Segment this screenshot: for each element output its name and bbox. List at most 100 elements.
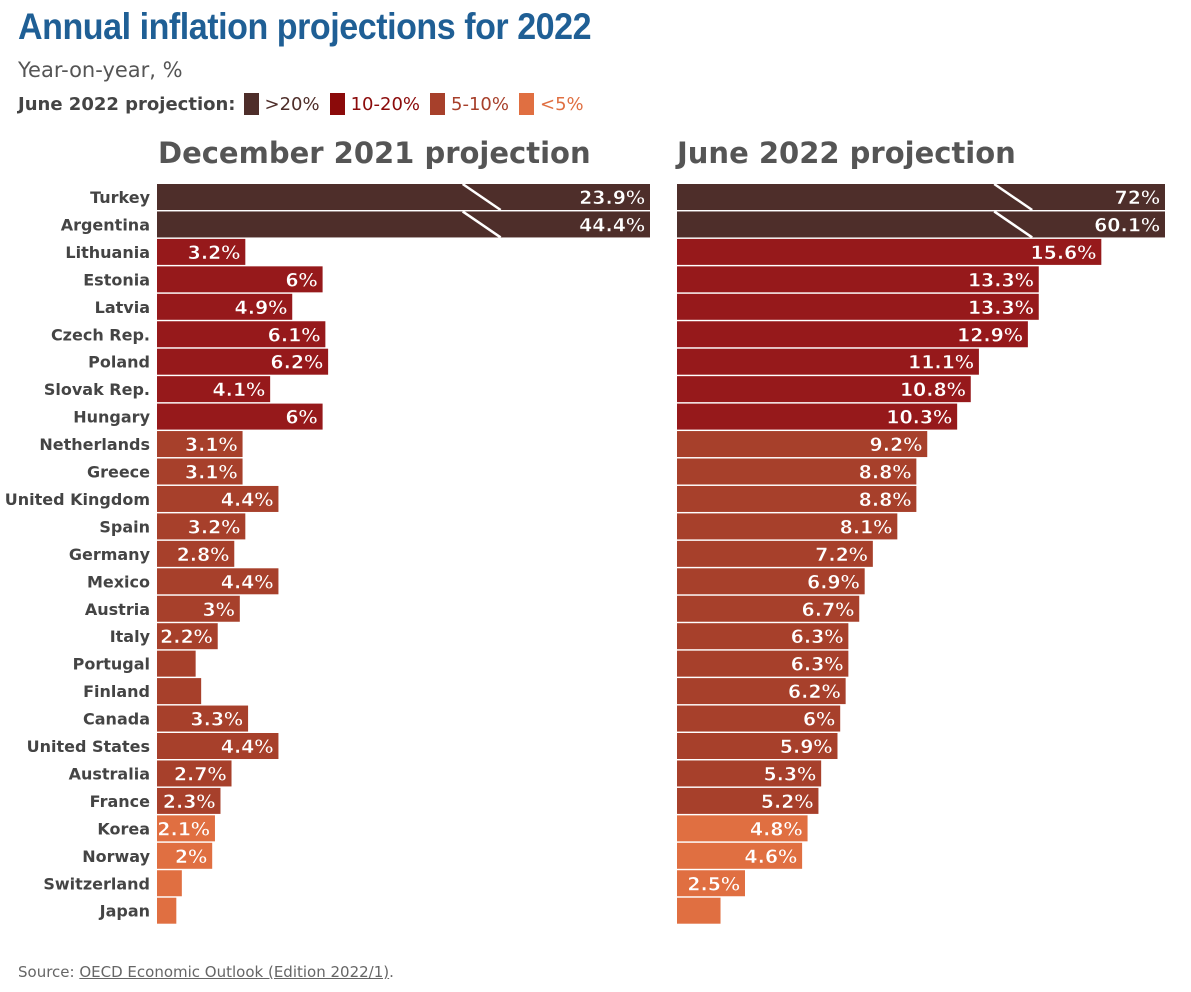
bar	[677, 540, 873, 567]
category-label: Portugal	[73, 655, 150, 674]
bar	[677, 376, 971, 403]
data-label: 3.1%	[185, 462, 238, 484]
data-label: 7.2%	[815, 544, 868, 566]
category-label: Lithuania	[65, 243, 150, 262]
category-label: Netherlands	[39, 435, 150, 454]
legend-swatch-over-20	[243, 93, 259, 115]
category-label: Mexico	[87, 572, 150, 591]
bar	[157, 842, 213, 869]
bar	[157, 293, 293, 320]
data-label: 4.4%	[221, 571, 274, 593]
bar	[157, 184, 650, 210]
bar	[157, 348, 329, 375]
data-label: 4.4%	[221, 489, 274, 511]
bar	[677, 705, 841, 732]
bar	[157, 678, 202, 705]
data-label: 6.9%	[807, 571, 860, 593]
category-label: Czech Rep.	[51, 325, 150, 344]
data-label: 3.2%	[188, 516, 241, 538]
bar	[677, 458, 917, 485]
data-label: 4.1%	[212, 379, 265, 401]
bar	[677, 513, 898, 540]
bar	[677, 431, 928, 458]
data-label: 6%	[803, 709, 835, 731]
legend-item-10-20: 10-20%	[329, 93, 421, 115]
data-label: 5.9%	[780, 736, 833, 758]
data-label: 6.2%	[270, 352, 323, 374]
data-label: 3.2%	[188, 242, 241, 264]
data-label: 4.6%	[744, 846, 797, 868]
data-label: 72%	[1115, 187, 1160, 209]
bar	[677, 623, 849, 650]
category-label: Slovak Rep.	[44, 380, 150, 399]
bar	[157, 431, 243, 458]
bar	[677, 842, 803, 869]
data-label: 4.9%	[235, 297, 288, 319]
data-label: 23.9%	[579, 187, 645, 209]
category-label: Germany	[69, 545, 151, 564]
bar	[157, 513, 246, 540]
category-label: Japan	[99, 902, 150, 921]
axis-break-mark	[461, 182, 502, 212]
source-prefix: Source:	[18, 963, 80, 981]
data-label: 44.4%	[579, 214, 645, 236]
bar	[157, 321, 326, 348]
bar	[677, 184, 1165, 210]
bar	[677, 348, 979, 375]
category-label: Switzerland	[43, 874, 150, 893]
data-label: 6.7%	[802, 599, 855, 621]
data-label: 12.9%	[957, 324, 1023, 346]
category-label: United States	[27, 737, 150, 756]
legend-label-10-20: 10-20%	[350, 93, 421, 115]
data-label: 2%	[175, 846, 207, 868]
data-label: 8.8%	[859, 489, 912, 511]
bar	[677, 568, 865, 595]
data-label: 13.3%	[968, 297, 1034, 319]
bar	[677, 815, 808, 842]
data-label: 10.3%	[886, 407, 952, 429]
bar	[157, 815, 215, 842]
data-label: 3.1%	[185, 434, 238, 456]
legend-title: June 2022 projection:	[18, 93, 236, 115]
bar	[157, 623, 218, 650]
category-label: Poland	[88, 353, 150, 372]
source-link[interactable]: OECD Economic Outlook (Edition 2022/1)	[79, 963, 390, 981]
bar	[677, 403, 958, 430]
bar	[677, 321, 1028, 348]
bar	[677, 238, 1102, 265]
category-label: Spain	[99, 517, 150, 536]
bar	[677, 211, 1165, 238]
bar	[677, 293, 1039, 320]
source-suffix: .	[389, 963, 394, 981]
bar	[157, 897, 177, 924]
data-label: 11.1%	[908, 352, 974, 374]
bar	[157, 458, 243, 485]
legend-item-under-5: <5%	[518, 93, 584, 115]
category-label: Korea	[97, 819, 150, 838]
data-label: 2.5%	[687, 873, 740, 895]
data-label: 4.4%	[221, 736, 274, 758]
bar	[157, 595, 240, 622]
legend-swatch-under-5	[518, 93, 534, 115]
data-label: 8.8%	[859, 462, 912, 484]
data-label: 2.8%	[177, 544, 230, 566]
category-label: France	[90, 792, 150, 811]
bar	[677, 733, 838, 759]
bar	[157, 787, 221, 814]
category-label: Hungary	[73, 408, 150, 427]
data-label: 15.6%	[1030, 242, 1096, 264]
bar	[677, 266, 1039, 293]
axis-break-mark	[993, 182, 1033, 212]
data-label: 3.3%	[190, 709, 243, 731]
chart-subtitle: Year-on-year, %	[18, 58, 183, 82]
category-label: United Kingdom	[5, 490, 150, 509]
legend-item-over-20: >20%	[243, 93, 320, 115]
legend-swatch-10-20	[329, 93, 345, 115]
legend-label-5-10: 5-10%	[451, 93, 509, 115]
data-label: 9.2%	[870, 434, 923, 456]
bar	[157, 733, 279, 759]
data-label: 60.1%	[1094, 214, 1160, 236]
axis-break-mark	[993, 210, 1033, 239]
data-label: 6.3%	[791, 654, 844, 676]
bar	[157, 760, 232, 787]
